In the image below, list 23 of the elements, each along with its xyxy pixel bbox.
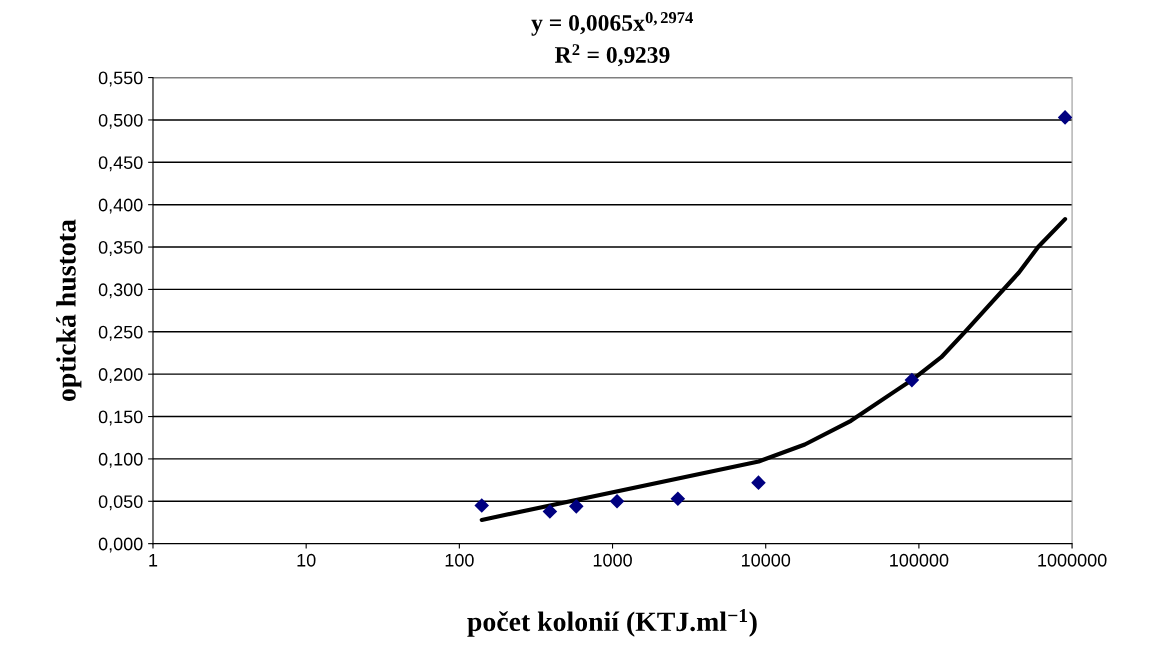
- y-tick-label: 0,300: [98, 283, 143, 299]
- y-tick-label: 0,400: [98, 198, 143, 214]
- y-tick-label: 0,500: [98, 113, 143, 129]
- x-tick-label: 10: [297, 553, 316, 567]
- y-tick-label: 0,250: [98, 325, 143, 341]
- chart-title: y = 0,0065x$^{0,2974}$: [531, 12, 693, 36]
- x-tick-label: 1000: [593, 553, 632, 567]
- x-tick-label: 100000: [890, 553, 949, 567]
- y-tick-label: 0,100: [98, 452, 143, 468]
- x-tick-label: 10000: [741, 553, 791, 567]
- y-tick-label: 0,150: [98, 410, 143, 426]
- y-tick-label: 0,450: [98, 156, 143, 172]
- x-tick-label: 1: [149, 554, 158, 567]
- y-axis-title: optická hustota: [56, 219, 82, 401]
- y-tick-label: 0,350: [98, 240, 143, 256]
- y-tick-label: 0,000: [98, 537, 143, 553]
- x-tick-label: 1000000: [1038, 553, 1107, 567]
- x-tick-label: 100: [445, 553, 474, 567]
- chart-subtitle: R$^{2}$ = 0,9239: [554, 44, 670, 67]
- y-tick-label: 0,550: [98, 71, 143, 87]
- x-axis-title: počet kolonií (KTJ.ml$^{−1}$): [467, 609, 757, 637]
- y-tick-label: 0,050: [98, 495, 143, 511]
- y-tick-label: 0,200: [98, 368, 143, 384]
